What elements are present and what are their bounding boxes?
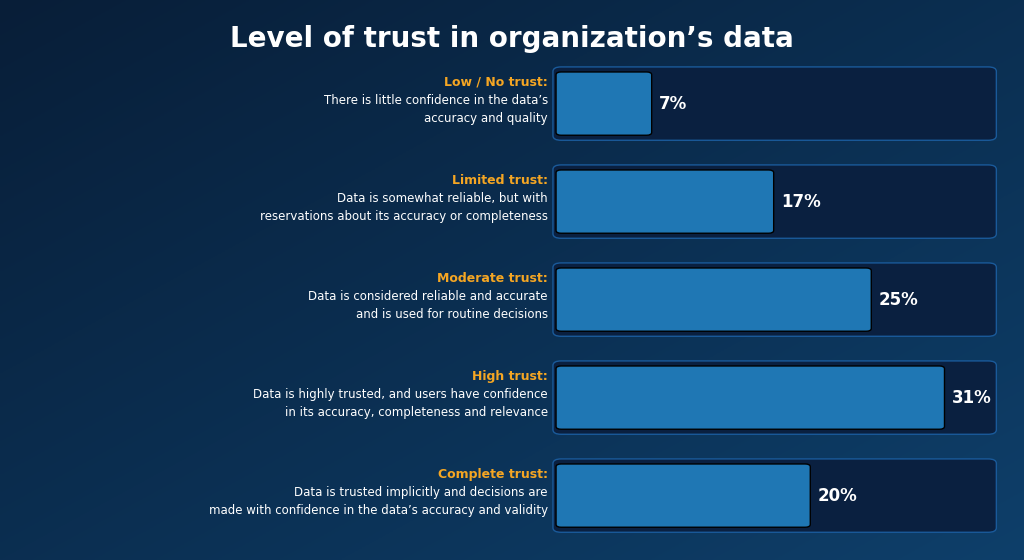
Text: Data is somewhat reliable, but with: Data is somewhat reliable, but with	[337, 192, 548, 204]
FancyBboxPatch shape	[556, 170, 774, 233]
Text: 25%: 25%	[879, 291, 919, 309]
Text: 20%: 20%	[817, 487, 857, 505]
FancyBboxPatch shape	[556, 268, 871, 331]
Text: Data is highly trusted, and users have confidence: Data is highly trusted, and users have c…	[253, 388, 548, 400]
FancyBboxPatch shape	[553, 165, 996, 239]
Text: Data is considered reliable and accurate: Data is considered reliable and accurate	[308, 290, 548, 302]
Text: Low / No trust:: Low / No trust:	[444, 76, 548, 88]
FancyBboxPatch shape	[556, 72, 651, 136]
Text: and is used for routine decisions: and is used for routine decisions	[355, 307, 548, 320]
Text: Level of trust in organization’s data: Level of trust in organization’s data	[230, 25, 794, 53]
Text: 7%: 7%	[658, 95, 687, 113]
Text: reservations about its accuracy or completeness: reservations about its accuracy or compl…	[260, 209, 548, 222]
Text: Moderate trust:: Moderate trust:	[437, 272, 548, 284]
Text: made with confidence in the data’s accuracy and validity: made with confidence in the data’s accur…	[209, 503, 548, 516]
FancyBboxPatch shape	[556, 366, 944, 429]
FancyBboxPatch shape	[553, 459, 996, 532]
Text: Complete trust:: Complete trust:	[438, 468, 548, 480]
Text: Limited trust:: Limited trust:	[452, 174, 548, 186]
FancyBboxPatch shape	[556, 464, 810, 528]
Text: in its accuracy, completeness and relevance: in its accuracy, completeness and releva…	[285, 405, 548, 418]
Text: High trust:: High trust:	[472, 370, 548, 382]
Text: 17%: 17%	[781, 193, 820, 211]
Text: Data is trusted implicitly and decisions are: Data is trusted implicitly and decisions…	[294, 486, 548, 498]
FancyBboxPatch shape	[553, 263, 996, 336]
FancyBboxPatch shape	[553, 67, 996, 141]
Text: 31%: 31%	[951, 389, 991, 407]
FancyBboxPatch shape	[553, 361, 996, 435]
Text: There is little confidence in the data’s: There is little confidence in the data’s	[324, 94, 548, 106]
Text: accuracy and quality: accuracy and quality	[424, 111, 548, 124]
